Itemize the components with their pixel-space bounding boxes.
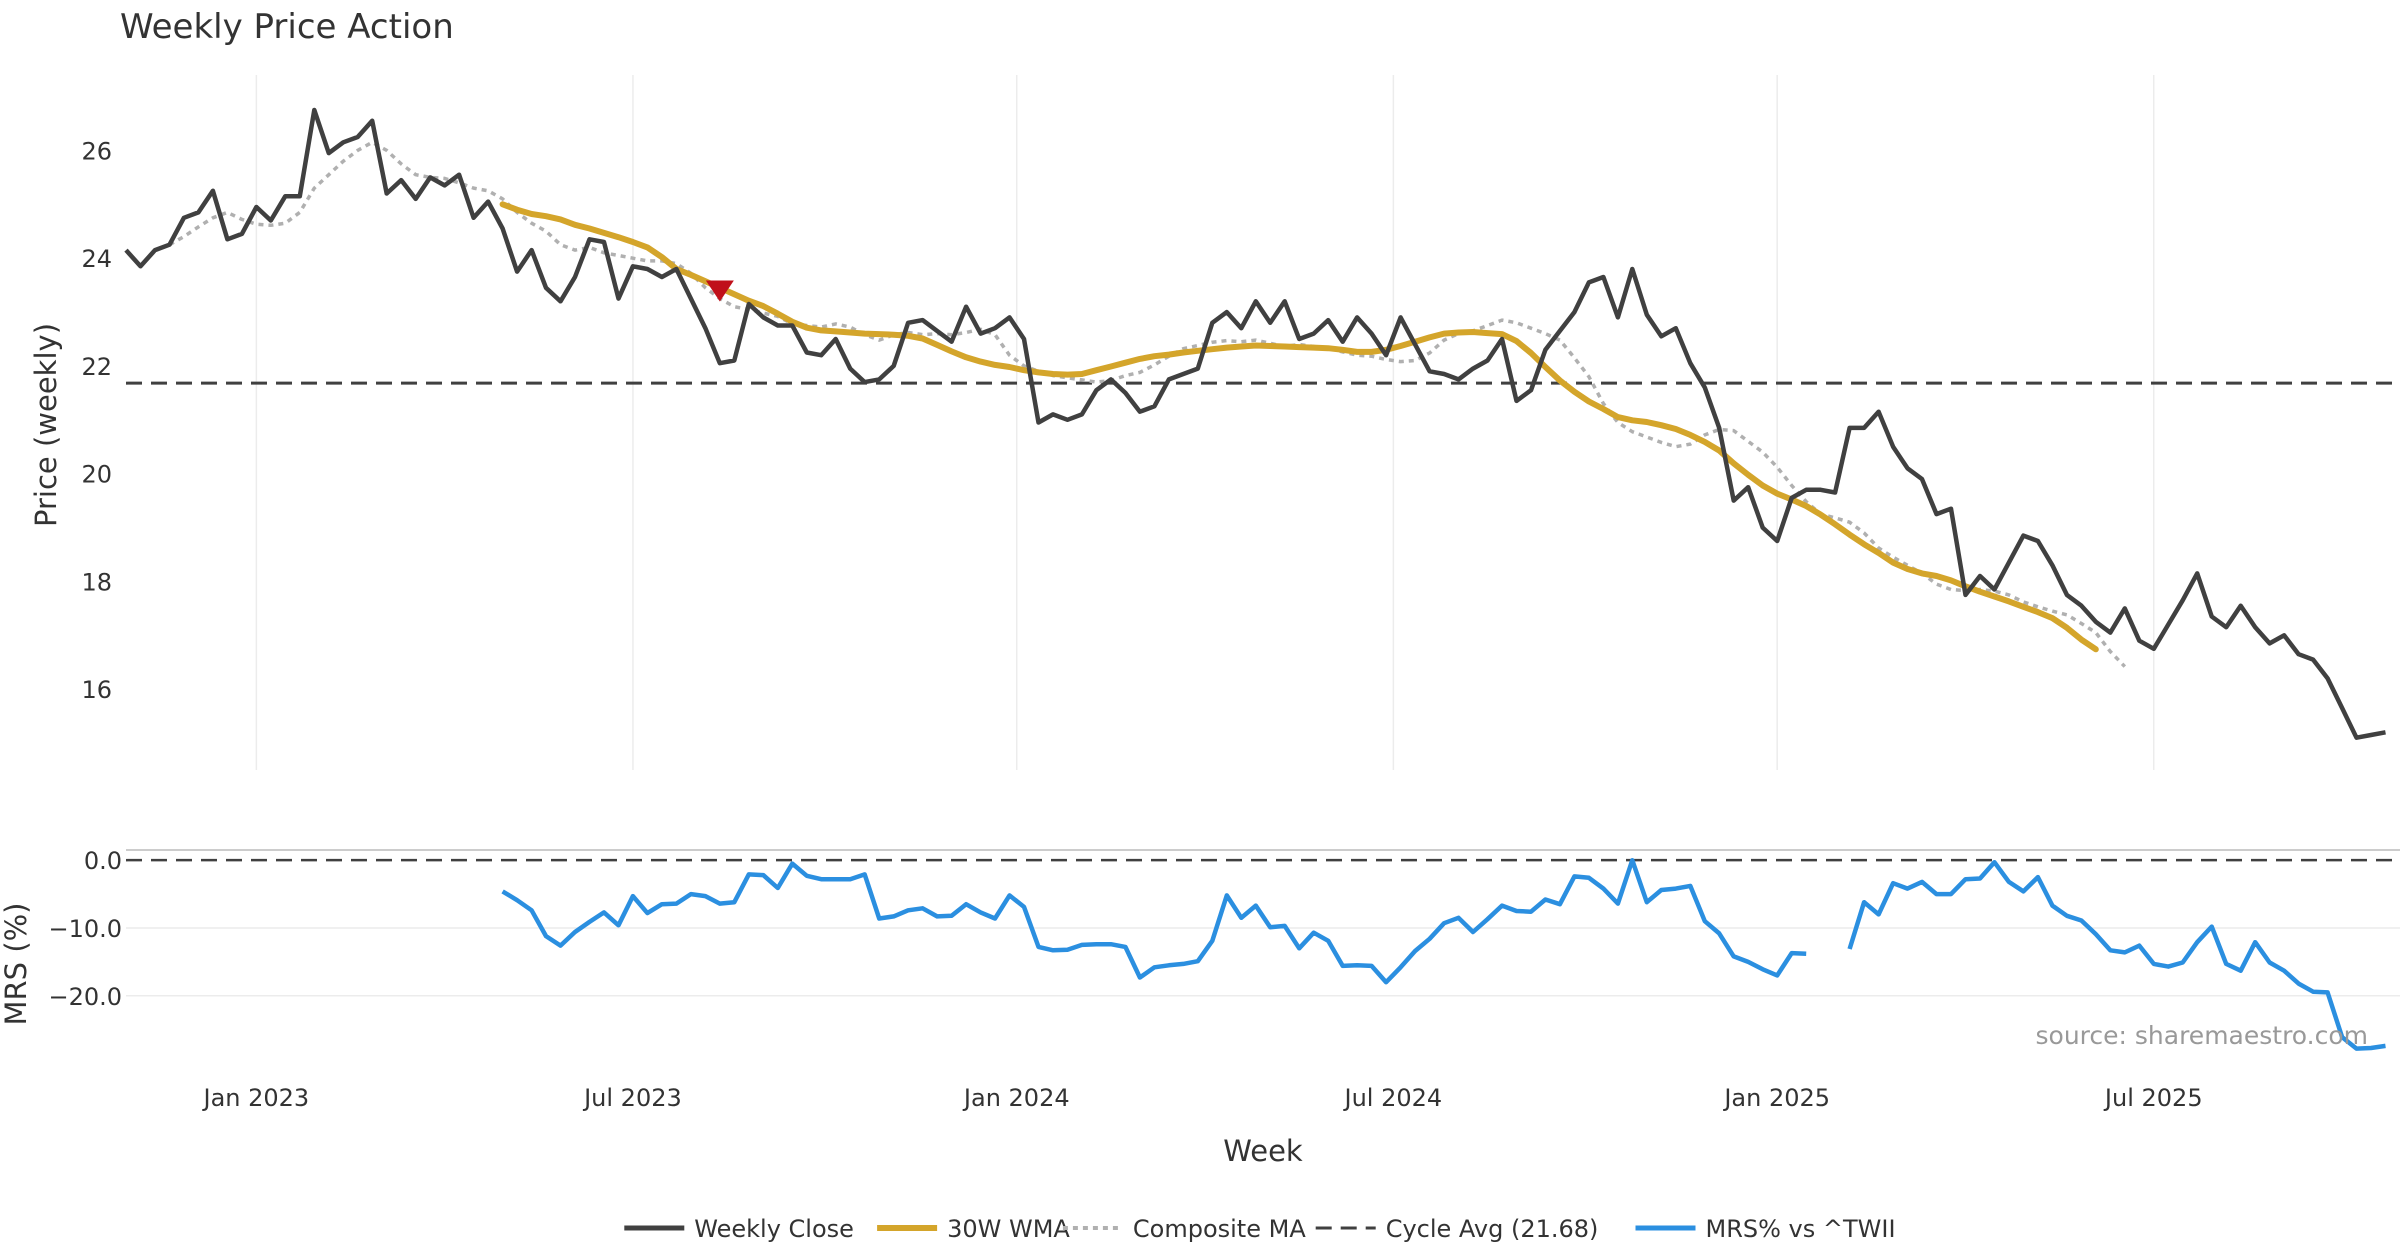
weekly-close-line <box>124 107 2386 740</box>
legend-label-cycle: Cycle Avg (21.68) <box>1386 1215 1599 1243</box>
mrs-panel: 0.0 −10.0 −20.0 MRS (%) source: sharemaest… <box>0 847 2400 1051</box>
mrs-y-ticks: 0.0 −10.0 −20.0 <box>48 847 122 1011</box>
wma-30w-line <box>499 201 2099 653</box>
legend: Weekly Close 30W WMA Composite MA Cycle Avg… <box>624 1215 1896 1243</box>
x-tick-label: Jan 2024 <box>962 1084 1070 1112</box>
chart-title: Weekly Price Action <box>120 7 454 47</box>
price-panel: 16 18 20 22 24 26 Price (weekly) <box>29 75 2400 770</box>
x-tick-label: Jul 2024 <box>1343 1084 1443 1112</box>
legend-label-composite: Composite MA <box>1133 1215 1306 1243</box>
price-y-tick-label: 26 <box>81 137 112 165</box>
price-y-tick-label: 24 <box>81 245 112 273</box>
x-axis-ticks: Jan 2023 Jul 2023 Jan 2024 Jul 2024 Jan 2025… <box>202 1084 2203 1112</box>
mrs-y-tick-label: 0.0 <box>84 847 122 875</box>
x-tick-label: Jan 2025 <box>1722 1084 1830 1112</box>
x-tick-label: Jul 2025 <box>2103 1084 2203 1112</box>
legend-label-wma: 30W WMA <box>947 1215 1070 1243</box>
mrs-gridlines <box>126 927 2400 997</box>
sell-signal-marker <box>705 280 734 302</box>
mrs-y-tick-label: −10.0 <box>48 915 122 943</box>
source-label: source: sharemaestro.com <box>2036 1021 2369 1050</box>
price-y-tick-label: 16 <box>81 676 112 704</box>
mrs-line <box>501 857 2386 1051</box>
price-y-tick-label: 18 <box>81 568 112 596</box>
x-tick-label: Jan 2023 <box>202 1084 310 1112</box>
composite-ma-line <box>168 140 2127 668</box>
mrs-y-axis-title: MRS (%) <box>0 903 33 1026</box>
legend-label-mrs: MRS% vs ^TWII <box>1706 1215 1896 1243</box>
price-y-tick-label: 20 <box>81 461 112 489</box>
mrs-y-tick-label: −20.0 <box>48 983 122 1011</box>
x-axis-title: Week <box>1223 1134 1303 1168</box>
price-y-ticks: 16 18 20 22 24 26 <box>81 137 112 704</box>
x-tick-label: Jul 2023 <box>582 1084 682 1112</box>
legend-label-close: Weekly Close <box>694 1215 854 1243</box>
price-y-axis-title: Price (weekly) <box>29 323 63 527</box>
price-gridlines <box>255 75 2155 770</box>
price-y-tick-label: 22 <box>81 353 112 381</box>
